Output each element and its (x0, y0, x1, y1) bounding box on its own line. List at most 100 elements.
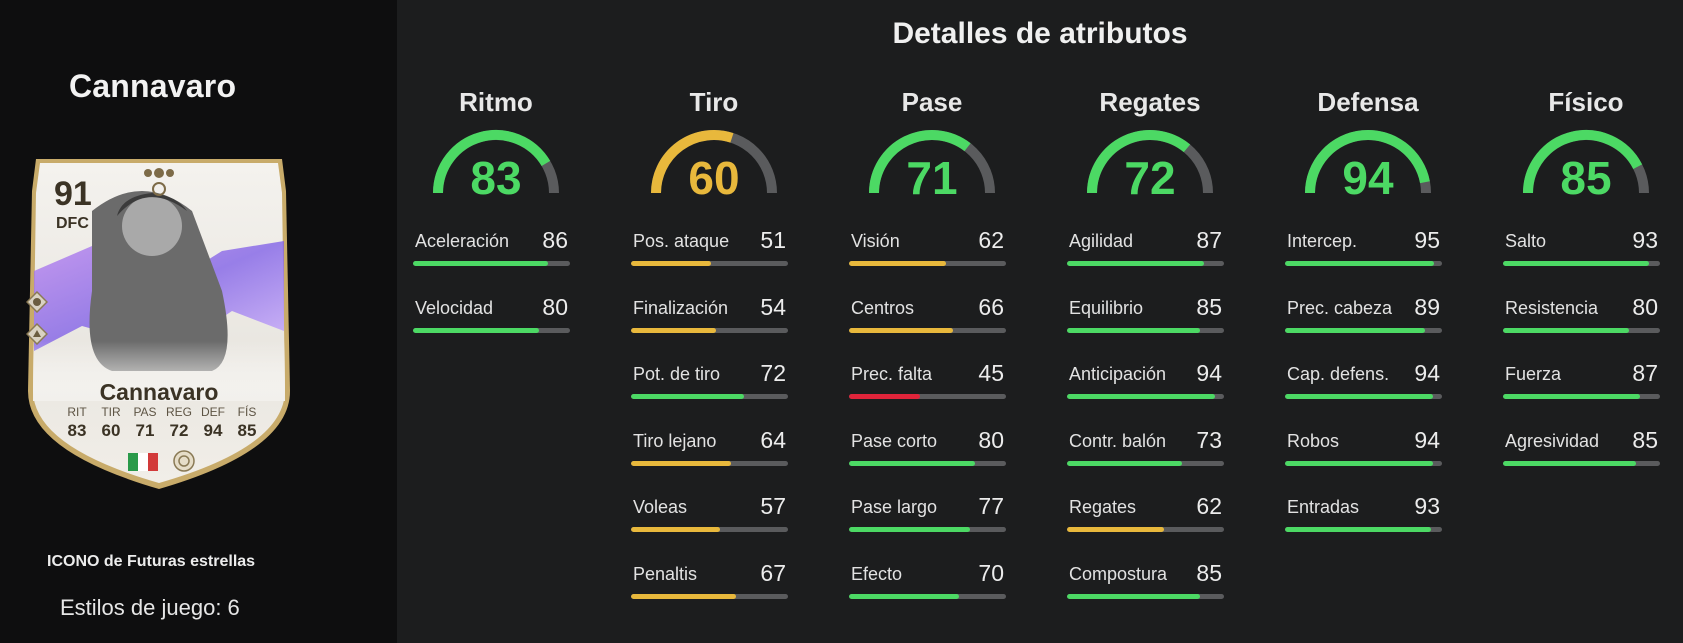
attribute-bar-fill (849, 261, 947, 266)
attribute-row[interactable]: Cap. defens. 94 (1285, 360, 1442, 404)
attribute-bar (1285, 394, 1442, 399)
attribute-row[interactable]: Tiro lejano 64 (631, 427, 788, 471)
card-stat: REG 72 (164, 405, 194, 441)
attribute-label: Aceleración (415, 231, 510, 251)
attribute-row[interactable]: Agilidad 87 (1067, 227, 1224, 271)
attribute-row[interactable]: Equilibrio 85 (1067, 294, 1224, 338)
attribute-bar-fill (1067, 328, 1201, 333)
attribute-bar (631, 527, 788, 532)
attribute-value: 89 (1414, 294, 1440, 320)
category-gauge (1523, 130, 1649, 194)
attribute-row[interactable]: Efecto 70 (849, 560, 1006, 604)
attribute-bar-fill (1503, 461, 1637, 466)
attribute-value: 45 (978, 360, 1004, 386)
category-value: 85 (1560, 152, 1612, 204)
gauge-fill (651, 130, 734, 194)
attribute-row[interactable]: Prec. falta 45 (849, 360, 1006, 404)
attribute-row[interactable]: Contr. balón 73 (1067, 427, 1224, 471)
card-stat-label: DEF (201, 405, 225, 419)
card-stat-value: 72 (169, 421, 189, 440)
attribute-value: 94 (1196, 360, 1222, 386)
attribute-row[interactable]: Voleas 57 (631, 493, 788, 537)
attribute-row[interactable]: Penaltis 67 (631, 560, 788, 604)
attribute-row[interactable]: Aceleración 86 (413, 227, 570, 271)
attribute-label: Compostura (1069, 564, 1168, 584)
category-gauge (869, 130, 995, 194)
attribute-value: 51 (760, 227, 786, 253)
attribute-row[interactable]: Robos 94 (1285, 427, 1442, 471)
attribute-row[interactable]: Pase corto 80 (849, 427, 1006, 471)
attribute-label: Pase corto (851, 431, 938, 451)
attribute-bar-fill (1067, 394, 1215, 399)
attribute-bar (631, 261, 788, 266)
attribute-bar (1067, 461, 1224, 466)
attribute-column-6: Físico 85 Salto 93 Resistencia 80 Fuerza 87 Agre… (1503, 0, 1669, 643)
attribute-bar (413, 328, 570, 333)
card-position: DFC (56, 215, 89, 232)
attribute-row[interactable]: Centros 66 (849, 294, 1006, 338)
attribute-row[interactable]: Salto 93 (1503, 227, 1660, 271)
attribute-label: Tiro lejano (633, 431, 717, 451)
attribute-row[interactable]: Entradas 93 (1285, 493, 1442, 537)
attribute-bar (849, 461, 1006, 466)
attribute-bar (1285, 461, 1442, 466)
attribute-row[interactable]: Velocidad 80 (413, 294, 570, 338)
card-stats: RIT 83 TIR 60 PAS 71 REG 72 DEF 94 FÍS 85 (62, 405, 262, 441)
category-name: Defensa (1317, 87, 1419, 117)
attribute-value: 62 (1196, 493, 1222, 519)
attribute-row[interactable]: Regates 62 (1067, 493, 1224, 537)
playstyles-label: Estilos de juego: (60, 595, 222, 620)
attribute-value: 86 (542, 227, 568, 253)
attribute-label: Contr. balón (1069, 431, 1167, 451)
card-stat: DEF 94 (198, 405, 228, 441)
category-name: Físico (1548, 87, 1624, 117)
attribute-bar (1067, 594, 1224, 599)
playstyle-icon (26, 323, 48, 345)
attribute-value: 94 (1414, 427, 1440, 453)
player-card[interactable]: 91 DFC Cannavaro RIT 83 TIR 60 PAS 71 REG 72… (22, 151, 296, 495)
card-stat: FÍS 85 (232, 405, 262, 441)
category-name: Tiro (689, 87, 739, 117)
attribute-row[interactable]: Agresividad 85 (1503, 427, 1660, 471)
attribute-bar (849, 261, 1006, 266)
attribute-row[interactable]: Anticipación 94 (1067, 360, 1224, 404)
attribute-bar (1503, 394, 1660, 399)
attribute-column-3: Pase 71 Visión 62 Centros 66 Prec. falta 45 Pase… (849, 0, 1015, 643)
attribute-bar (849, 594, 1006, 599)
card-stat-value: 85 (237, 421, 257, 440)
attribute-row[interactable]: Resistencia 80 (1503, 294, 1660, 338)
attribute-value: 77 (978, 493, 1004, 519)
attribute-row[interactable]: Fuerza 87 (1503, 360, 1660, 404)
category-value: 72 (1124, 152, 1176, 204)
attribute-value: 67 (760, 560, 786, 586)
attribute-column-2: Tiro 60 Pos. ataque 51 Finalización 54 Pot. de… (631, 0, 797, 643)
attribute-row[interactable]: Prec. cabeza 89 (1285, 294, 1442, 338)
card-stat-value: 83 (67, 421, 87, 440)
attribute-row[interactable]: Compostura 85 (1067, 560, 1224, 604)
attribute-row[interactable]: Intercep. 95 (1285, 227, 1442, 271)
attribute-bar-fill (1285, 328, 1425, 333)
category-value: 83 (470, 152, 522, 204)
category-gauge (1305, 130, 1431, 194)
card-stat-label: PAS (133, 405, 157, 419)
attribute-value: 62 (978, 227, 1004, 253)
attribute-bar-fill (413, 261, 549, 266)
attribute-row[interactable]: Pot. de tiro 72 (631, 360, 788, 404)
attribute-bar (1503, 461, 1660, 466)
attribute-value: 85 (1196, 294, 1222, 320)
attribute-bar (849, 527, 1006, 532)
attribute-bar-fill (413, 328, 539, 333)
attribute-row[interactable]: Finalización 54 (631, 294, 788, 338)
attribute-row[interactable]: Pase largo 77 (849, 493, 1006, 537)
attribute-value: 66 (978, 294, 1004, 320)
gauge-fill (869, 130, 971, 194)
playstyles-count[interactable]: Estilos de juego: 6 (60, 595, 240, 621)
attribute-row[interactable]: Visión 62 (849, 227, 1006, 271)
player-name: Cannavaro (69, 68, 237, 104)
attribute-row[interactable]: Pos. ataque 51 (631, 227, 788, 271)
attribute-value: 73 (1196, 427, 1222, 453)
attribute-bar (1067, 394, 1224, 399)
attribute-bar-fill (1503, 261, 1649, 266)
attribute-label: Salto (1505, 231, 1547, 251)
card-stat-value: 94 (203, 421, 223, 440)
